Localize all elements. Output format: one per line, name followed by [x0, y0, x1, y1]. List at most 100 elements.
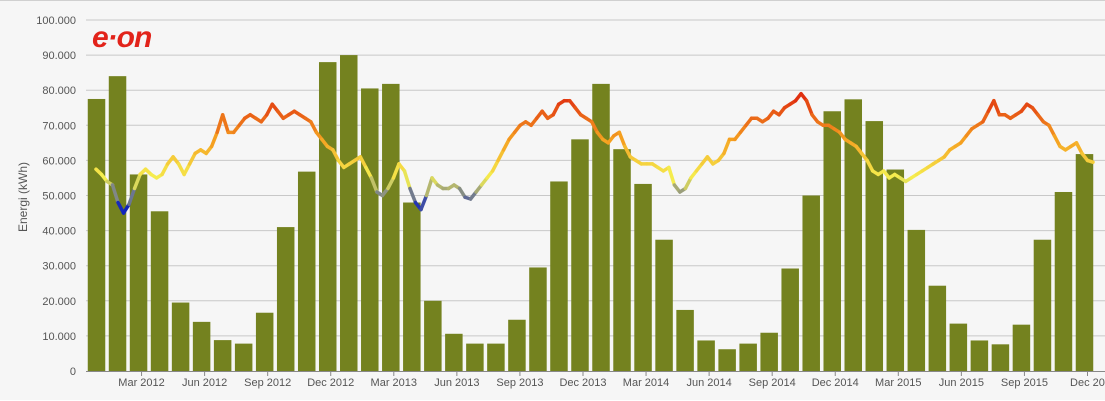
line-segment	[331, 148, 341, 163]
bar-series	[87, 55, 1094, 372]
x-tick-label: Sep 2012	[244, 377, 291, 389]
x-tick-label: Jun 2015	[939, 377, 984, 389]
line-segment	[490, 158, 500, 173]
bar	[129, 174, 148, 371]
line-segment	[551, 102, 561, 117]
y-tick-label: 10.000	[42, 331, 76, 343]
y-tick-label: 20.000	[42, 296, 76, 308]
x-tick-label: Jun 2013	[434, 377, 479, 389]
bar	[718, 349, 736, 371]
y-tick-label: 100.000	[36, 15, 76, 27]
bar	[150, 211, 169, 371]
bar	[318, 62, 337, 372]
bar	[255, 312, 274, 371]
line-segment	[265, 102, 275, 117]
x-tick-label: Sep 2013	[496, 377, 543, 389]
line-segment	[981, 109, 991, 124]
line-segment	[617, 130, 627, 149]
x-tick-label: Dec 2013	[559, 377, 606, 389]
bar	[865, 121, 884, 371]
x-tick-label: Jun 2014	[686, 377, 731, 389]
bar	[340, 55, 358, 371]
bar	[445, 333, 463, 371]
line-segment	[132, 172, 142, 191]
y-tick-label: 90.000	[42, 50, 76, 62]
bar	[823, 111, 841, 371]
bar	[382, 83, 400, 371]
line-segment	[1047, 123, 1057, 138]
bar	[1012, 324, 1031, 371]
bar	[844, 99, 863, 371]
x-tick-label: Mar 2014	[623, 377, 669, 389]
line-segment	[187, 151, 197, 166]
line-segment	[683, 176, 693, 191]
line-segment	[127, 186, 137, 207]
bar	[907, 229, 926, 371]
bar	[760, 332, 778, 371]
bar	[424, 300, 442, 371]
bar	[234, 343, 253, 371]
line-segment	[992, 98, 1002, 117]
x-tick-label: Mar 2015	[875, 377, 921, 389]
x-tick-label: Sep 2015	[1001, 377, 1048, 389]
y-axis-title: Energi (kWh)	[16, 162, 30, 232]
y-tick-label: 50.000	[42, 191, 76, 203]
bar	[970, 340, 989, 371]
bar	[697, 340, 715, 371]
line-segment	[369, 176, 379, 194]
line-segment	[408, 186, 418, 205]
bar	[466, 343, 484, 371]
line-segment	[496, 148, 506, 163]
bar	[571, 139, 589, 371]
line-segment	[590, 120, 599, 135]
line-segment	[865, 158, 875, 173]
line-segment	[419, 193, 429, 212]
bar	[276, 227, 295, 371]
y-tick-label: 0	[70, 366, 76, 378]
line-segment	[1074, 141, 1084, 156]
line-segment	[209, 130, 219, 149]
bar	[928, 285, 947, 371]
y-tick-label: 70.000	[42, 120, 76, 132]
bar	[1054, 191, 1073, 371]
bar	[655, 239, 673, 371]
bar	[949, 323, 968, 371]
x-tick-label: Jun 2012	[182, 377, 227, 389]
bar	[991, 344, 1010, 371]
line-segment	[1052, 134, 1062, 149]
line-segment	[1085, 158, 1095, 164]
bar	[487, 343, 505, 371]
line-segment	[364, 165, 374, 180]
line-segment	[220, 113, 230, 135]
bar	[403, 202, 421, 371]
eon-logo: e·on	[92, 21, 152, 54]
line-segment	[391, 162, 401, 180]
bar	[297, 171, 316, 371]
y-tick-label: 60.000	[42, 155, 76, 167]
line-segment	[386, 176, 396, 191]
bar	[676, 309, 694, 371]
bar	[213, 340, 232, 371]
bar	[171, 302, 190, 371]
bar	[613, 149, 631, 371]
temperature-line-series	[94, 91, 1095, 215]
bar	[87, 98, 106, 371]
bar	[592, 83, 610, 371]
x-tick-label: Sep 2014	[749, 377, 796, 389]
x-tick-label: Dec 2012	[307, 377, 354, 389]
line-segment	[804, 98, 814, 117]
x-tick-label: Mar 2012	[118, 377, 164, 389]
line-segment	[160, 162, 170, 177]
x-tick-label: Dec 2014	[812, 377, 859, 389]
bar	[508, 319, 526, 371]
bar	[739, 343, 757, 371]
line-segment	[309, 120, 319, 135]
y-tick-label: 30.000	[42, 261, 76, 273]
line-segment	[722, 137, 732, 156]
line-segment	[402, 169, 412, 191]
bar	[529, 267, 547, 371]
bar	[781, 268, 799, 371]
line-segment	[215, 113, 225, 135]
